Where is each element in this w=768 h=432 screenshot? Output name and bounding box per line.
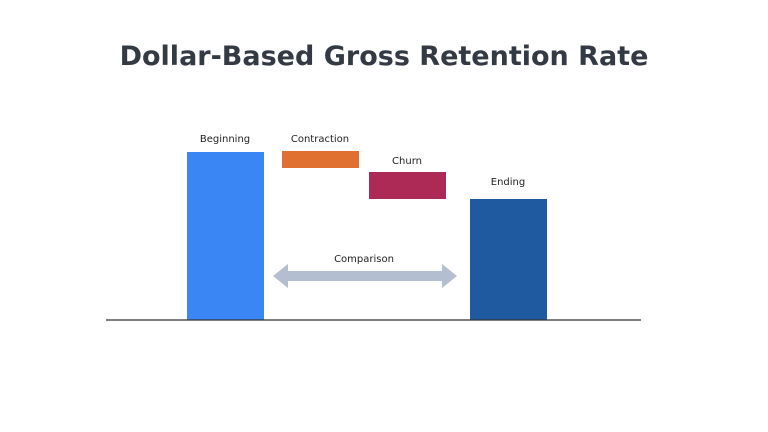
title: Dollar-Based Gross Retention Rate bbox=[120, 41, 649, 72]
churn-bar bbox=[369, 172, 446, 199]
bar-label: Ending bbox=[491, 177, 525, 188]
ending-bar bbox=[470, 199, 547, 320]
comparison-arrow bbox=[273, 264, 457, 288]
bar-label: Churn bbox=[392, 156, 422, 167]
bar-label: Beginning bbox=[200, 134, 250, 145]
beginning-bar bbox=[187, 152, 264, 320]
bar-label: Contraction bbox=[291, 134, 349, 145]
arrow-label: Comparison bbox=[334, 254, 394, 265]
contraction-bar bbox=[282, 151, 359, 168]
